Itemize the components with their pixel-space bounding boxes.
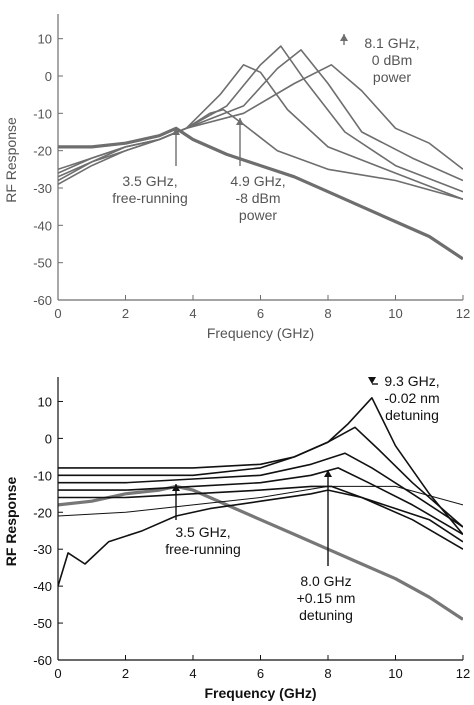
x-tick-label: 6	[257, 306, 264, 321]
y-tick-label: -40	[33, 218, 52, 233]
series-line-1	[58, 126, 463, 261]
y-tick-label: -50	[33, 616, 52, 631]
y-tick-label: 10	[38, 394, 52, 409]
x-tick-label: 0	[54, 666, 61, 681]
x-tick-label: 8	[324, 306, 331, 321]
y-tick-label: -10	[33, 106, 52, 121]
x-tick-label: 4	[189, 306, 196, 321]
annotation-text: 9.3 GHz,	[384, 373, 439, 389]
series-line-1	[58, 484, 463, 621]
x-tick-label: 10	[388, 666, 402, 681]
annotation-arrowhead	[368, 377, 376, 384]
series-line-6	[58, 485, 463, 550]
y-tick-label: -60	[33, 653, 52, 668]
y-tick-label: 0	[45, 431, 52, 446]
y-tick-label: -30	[33, 542, 52, 557]
annotation-text: 8.0 GHz	[300, 573, 351, 589]
annotation-text: detuning	[299, 607, 353, 623]
annotation-arrowhead	[172, 128, 180, 135]
annotation-text: detuning	[385, 407, 439, 423]
chart-1: 0 2 4 6 8 10 12 10 0 -10 -20 -30 -40 -50 -60 Frequency …	[3, 14, 470, 341]
annotation-arrowhead	[324, 470, 332, 477]
series-group	[58, 45, 463, 261]
y-tick-label: 0	[45, 69, 52, 84]
annotation-text: free-running	[165, 541, 241, 557]
annotation-2: 3.5 GHz,free-running	[112, 128, 188, 206]
series-line-4	[58, 452, 463, 528]
annotation-text: 8.1 GHz,	[364, 35, 419, 51]
annotation-text: 3.5 GHz,	[122, 173, 177, 189]
annotation-text: free-running	[112, 190, 188, 206]
series-line-3	[58, 426, 463, 528]
x-tick-label: 6	[257, 666, 264, 681]
annotation-text: -8 dBm	[235, 190, 280, 206]
x-tick-label: 8	[324, 666, 331, 681]
annotation-text: 3.5 GHz,	[175, 524, 230, 540]
annotation-text: power	[373, 69, 411, 85]
y-tick-label: -20	[33, 144, 52, 159]
series-line-3	[58, 64, 463, 200]
x-axis-label: Frequency (GHz)	[204, 685, 316, 701]
y-tick-label: -10	[33, 468, 52, 483]
y-tick-label: -60	[33, 293, 52, 308]
annotation-text: power	[239, 207, 277, 223]
y-tick-label: -50	[33, 256, 52, 271]
series-group	[58, 396, 463, 621]
y-axis-label: RF Response	[3, 117, 19, 203]
annotation-arrowhead	[340, 34, 348, 41]
y-tick-label: -20	[33, 505, 52, 520]
y-tick-label: -30	[33, 181, 52, 196]
y-axis-label: RF Response	[3, 477, 19, 567]
chart-2: 0 2 4 6 8 10 12 10 0 -10 -20 -30 -40 -50 -60 Frequency …	[3, 373, 470, 701]
x-tick-label: 12	[456, 306, 470, 321]
series-line-6	[58, 64, 463, 171]
x-tick-label: 10	[388, 306, 402, 321]
annotation-arrowhead	[236, 118, 244, 125]
x-axis-label: Frequency (GHz)	[207, 325, 314, 341]
x-tick-label: 0	[54, 306, 61, 321]
series-line-5	[58, 467, 463, 536]
y-tick-label: 10	[38, 32, 52, 47]
x-tick-label: 12	[456, 666, 470, 681]
annotation-text: +0.15 nm	[297, 590, 356, 606]
annotation-text: -0.02 nm	[384, 390, 439, 406]
series-line-7	[58, 489, 463, 587]
x-tick-label: 2	[122, 666, 129, 681]
annotation-2: 3.5 GHz,free-running	[165, 484, 241, 557]
annotation-text: 4.9 GHz,	[230, 173, 285, 189]
annotation-text: 0 dBm	[372, 52, 412, 68]
x-tick-label: 4	[189, 666, 196, 681]
y-tick-label: -40	[33, 579, 52, 594]
annotation-arrowhead	[172, 484, 180, 491]
series-line-8	[58, 485, 463, 517]
x-tick-label: 2	[122, 306, 129, 321]
